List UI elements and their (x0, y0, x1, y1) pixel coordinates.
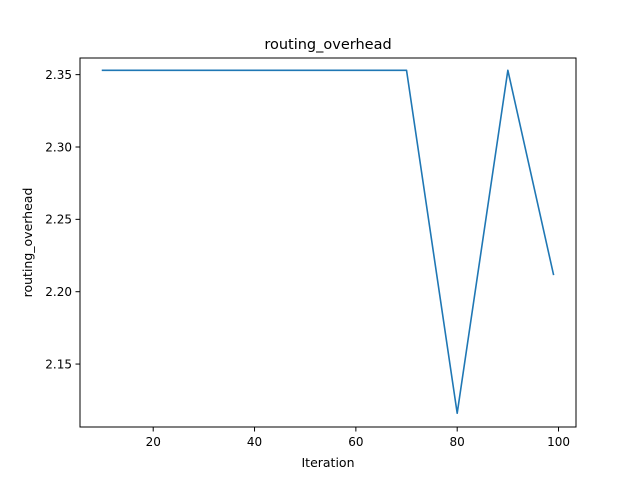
y-tick-label: 2.25 (45, 213, 72, 227)
x-axis-ticks: 20 40 60 80 100 (146, 427, 570, 449)
y-tick-label: 2.30 (45, 140, 72, 154)
x-axis-label: Iteration (301, 455, 354, 470)
series-layer (101, 69, 555, 415)
x-tick-label: 40 (247, 435, 262, 449)
y-tick-label: 2.15 (45, 357, 72, 371)
x-tick-label: 60 (348, 435, 363, 449)
plot-area (79, 57, 577, 428)
y-axis-label: routing_overhead (20, 188, 35, 298)
x-tick-label: 20 (146, 435, 161, 449)
series-line (101, 69, 555, 415)
y-tick-label: 2.20 (45, 285, 72, 299)
x-tick-label: 80 (450, 435, 465, 449)
chart-title: routing_overhead (264, 37, 391, 53)
axes-frame (79, 57, 577, 428)
x-tick-label: 100 (547, 435, 570, 449)
y-axis-ticks: 2.15 2.20 2.25 2.30 2.35 (45, 68, 80, 371)
y-tick-label: 2.35 (45, 68, 72, 82)
